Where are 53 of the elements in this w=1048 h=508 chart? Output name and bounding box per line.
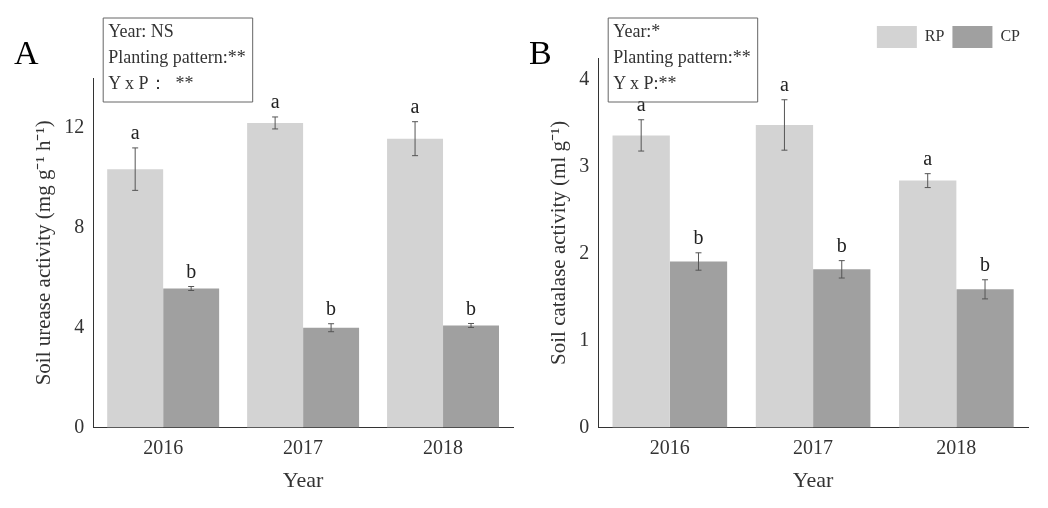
y-axis-title: Soil urease activity (mg g⁻¹ h⁻¹)	[31, 120, 56, 386]
bar	[387, 138, 444, 428]
y-tick-label: 1	[579, 327, 590, 350]
x-tick-label: 2016	[649, 435, 690, 458]
y-tick-label: 2	[579, 240, 590, 263]
bar	[956, 289, 1014, 428]
bar	[813, 269, 871, 428]
y-axis-title: Soil catalase activity (ml g⁻¹)	[546, 120, 571, 365]
legend-label: CP	[1000, 27, 1021, 45]
bar	[303, 327, 360, 428]
x-tick-label: 2017	[283, 435, 324, 458]
y-tick-label: 4	[579, 66, 590, 89]
x-tick-label: 2018	[423, 435, 464, 458]
y-tick-label: 3	[579, 153, 590, 176]
annotation: b	[980, 253, 991, 276]
bar	[612, 135, 670, 428]
bar	[163, 288, 220, 428]
annotation: a	[130, 121, 140, 144]
annotation: a	[270, 90, 280, 113]
text: Planting pattern:**	[108, 46, 246, 67]
y-tick-label: 12	[64, 115, 85, 138]
x-tick-label: 2017	[793, 435, 834, 458]
annotation: b	[693, 226, 704, 249]
annotation: a	[923, 146, 933, 169]
y-tick-label: 8	[74, 215, 85, 238]
text: Year: NS	[108, 20, 174, 41]
annotation: a	[780, 72, 789, 95]
bar	[755, 124, 814, 428]
y-tick-label: 0	[579, 414, 590, 437]
annotation: b	[186, 259, 197, 282]
legend-label: RP	[924, 27, 945, 45]
annotation: b	[466, 296, 477, 319]
bar	[669, 261, 728, 428]
chart-title: B	[529, 33, 552, 71]
bar	[443, 325, 500, 428]
annotation: a	[636, 92, 646, 115]
x-tick-label: 2018	[936, 435, 977, 458]
annotation: a	[410, 94, 420, 117]
annotation: b	[326, 296, 337, 319]
annotation: Y x P： **	[108, 72, 194, 93]
text: Year:*	[613, 20, 661, 41]
bar	[899, 180, 957, 428]
bar	[107, 169, 164, 428]
annotation: Y x P:**	[613, 72, 677, 93]
annotation: b	[836, 233, 847, 256]
x-axis-title: Year	[792, 466, 835, 492]
y-tick-label: 4	[74, 314, 85, 337]
chart-title: A	[14, 33, 39, 71]
y-tick-label: 0	[74, 414, 85, 437]
x-axis-title: Year	[282, 466, 325, 492]
annotation: Planting pattern:**	[613, 46, 751, 67]
x-tick-label: 2016	[143, 435, 184, 458]
bar	[247, 122, 304, 428]
